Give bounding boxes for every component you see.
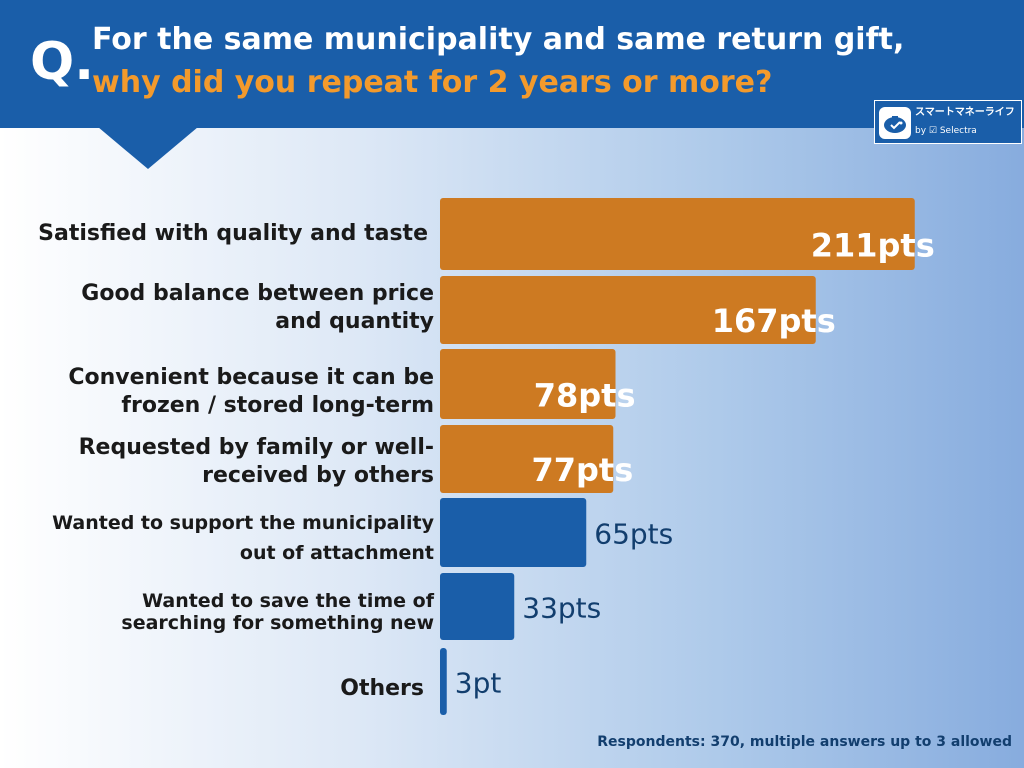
bar (440, 198, 915, 270)
bar (440, 498, 587, 567)
data-label: 65pts (594, 518, 673, 551)
bar (440, 276, 816, 344)
footnote: Respondents: 370, multiple answers up to… (597, 734, 1012, 750)
title-line-2: why did you repeat for 2 years or more? (92, 65, 773, 100)
category-label: Wanted to support the municipality out o… (52, 512, 434, 564)
bar (440, 349, 616, 419)
header-pointer (98, 127, 198, 169)
header-banner: Q. For the same municipality and same re… (0, 0, 1024, 128)
brand-byline: by ☑ Selectra (915, 126, 977, 136)
data-label: 78pts (534, 376, 636, 414)
data-label: 167pts (712, 302, 836, 340)
title-line-1: For the same municipality and same retur… (92, 22, 905, 57)
data-label: 77pts (531, 451, 633, 489)
data-label: 33pts (522, 592, 601, 625)
category-label: Wanted to save the time of searching for… (121, 590, 434, 634)
category-label: Convenient because it can be frozen / st… (68, 365, 434, 418)
bar (440, 648, 447, 715)
piggy-bank-icon (879, 107, 911, 139)
bar (440, 573, 515, 640)
data-label: 211pts (811, 227, 935, 265)
category-label: Good balance between price and quantity (81, 281, 434, 334)
question-mark: Q. (30, 32, 94, 92)
bar (440, 425, 614, 493)
category-label: Satisfied with quality and taste (38, 221, 428, 246)
brand-name: スマートマネーライフ (915, 107, 1015, 118)
category-label: Others (340, 676, 424, 701)
brand-logo: スマートマネーライフ by ☑ Selectra (874, 100, 1022, 144)
category-label: Requested by family or well- received by… (78, 435, 434, 488)
data-label: 3pt (455, 667, 502, 700)
